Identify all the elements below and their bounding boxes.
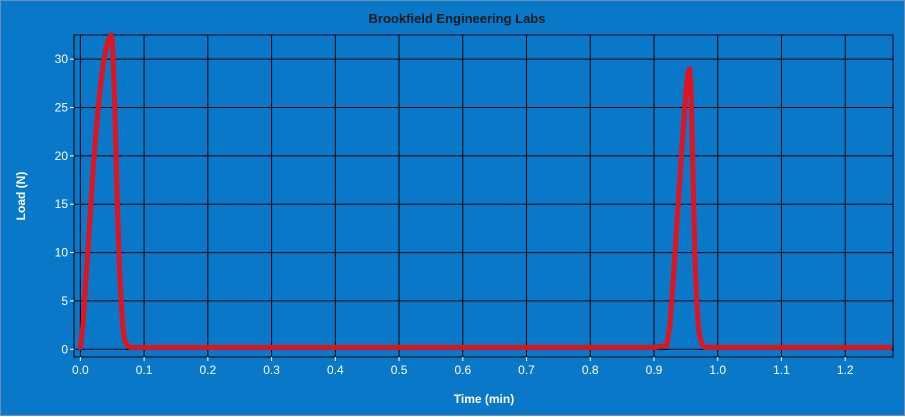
data-point [100,61,106,67]
data-point [683,90,689,96]
data-point [77,344,83,350]
data-point [268,344,275,350]
data-point [687,66,693,72]
x-tick-label: 0.8 [582,363,599,377]
data-point [523,344,530,350]
data-point [673,230,679,236]
data-point [87,206,94,212]
data-point [688,85,694,91]
data-point [80,322,86,328]
data-point [103,46,109,53]
plot-area [74,35,893,357]
x-tick-label: 0.0 [72,363,89,377]
x-tick-label: 0.9 [646,363,663,377]
y-tick-label: 10 [55,246,69,260]
y-tick-label: 25 [55,101,69,115]
data-point [95,104,101,111]
data-point [651,344,657,350]
data-point [667,322,673,328]
data-point [332,344,338,350]
x-tick-label: 0.4 [327,363,344,377]
data-point [128,344,134,350]
data-point [680,133,686,140]
data-point [692,249,698,256]
x-tick-label: 1.2 [837,363,854,377]
data-point [664,342,670,348]
grid [73,34,894,358]
data-point [887,344,893,350]
data-point [109,37,115,43]
plot-border [73,34,894,358]
data-point [122,338,128,345]
x-tick-label: 0.7 [518,363,535,377]
data-point [690,191,697,198]
y-tick-label: 0 [61,342,68,356]
data-point [205,344,211,350]
data-point [112,104,118,111]
data-point [121,332,127,338]
x-tick-label: 0.5 [391,363,408,377]
y-tick-label: 15 [55,197,69,211]
data-point [396,344,402,350]
data-point [685,71,691,77]
data-point [108,32,114,38]
data-point [82,283,89,290]
data-point [119,317,126,323]
data-point [105,37,112,43]
x-tick-label: 0.6 [454,363,471,377]
x-axis-label: Time (min) [454,392,514,406]
y-tick-label: 5 [61,294,68,308]
data-point [114,201,120,207]
x-tick-label: 0.2 [200,363,217,377]
data-point [113,153,119,159]
y-tick-label: 30 [55,52,69,66]
y-tick-label: 20 [55,149,69,163]
data-point [842,344,848,350]
data-point [141,344,147,350]
x-tick-label: 0.3 [263,363,280,377]
data-point [676,182,683,188]
chart-title: Brookfield Engineering Labs [369,11,546,26]
data-point [118,298,124,304]
data-point [110,66,117,72]
series-layer [77,32,893,350]
data-point [696,327,702,333]
x-tick-label: 0.1 [136,363,153,377]
data-point [117,274,123,280]
x-tick-label: 1.1 [773,363,790,377]
data-point [670,278,676,285]
data-point [460,344,466,350]
data-point [85,245,91,251]
data-point [116,240,122,246]
data-point [778,344,785,350]
x-tick-label: 1.0 [709,363,726,377]
y-axis: 0 5 10 15 20 25 30 [55,52,74,356]
x-axis: 0.0 0.1 0.2 0.3 0.4 0.5 0.6 0.7 0.8 0.9 1.0 1.1 1.2 [72,357,854,377]
data-point [587,344,593,350]
data-point [98,80,104,86]
data-point [715,344,721,350]
data-point [689,133,695,140]
y-axis-label: Load (N) [14,172,28,221]
data-point [90,167,96,173]
data-point [93,133,99,140]
data-point [694,298,700,304]
data-point [702,344,708,350]
